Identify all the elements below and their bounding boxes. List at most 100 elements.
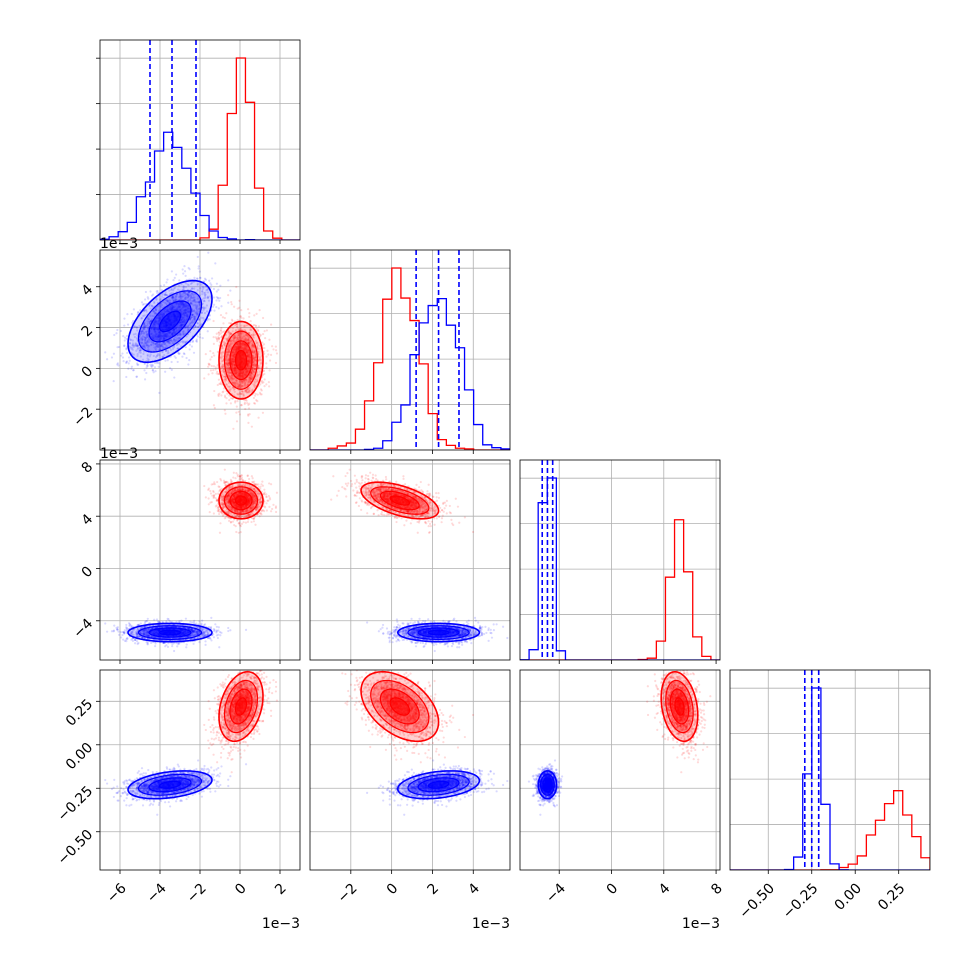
scatter-point: [169, 330, 172, 333]
scatter-point: [207, 251, 210, 254]
scatter-point: [214, 262, 217, 265]
scatter-point: [181, 303, 185, 306]
scatter-point: [210, 283, 213, 287]
scatter-point: [183, 332, 186, 335]
scatter-point: [212, 342, 215, 345]
scatter-point: [162, 335, 165, 338]
scatter-point: [163, 340, 167, 344]
scatter-point: [207, 365, 210, 368]
scatter-point: [181, 293, 184, 296]
scatter-point: [238, 299, 241, 302]
scatter-point: [196, 322, 200, 325]
scatter-point: [171, 340, 174, 343]
scatter-point: [156, 336, 159, 339]
scatter-point: [217, 297, 220, 300]
scatter-point: [144, 330, 148, 333]
scatter-point: [148, 304, 151, 308]
scatter-point: [154, 320, 157, 324]
scatter-point: [222, 322, 225, 325]
scatter-point: [177, 352, 180, 355]
scatter-point: [218, 333, 221, 337]
scatter-point: [166, 278, 169, 281]
scatter-point: [127, 362, 130, 365]
scatter-point: [173, 355, 176, 358]
scatter-point: [198, 620, 201, 623]
scatter-point: [189, 302, 193, 305]
scatter-point: [216, 370, 219, 373]
scatter-point: [198, 303, 202, 307]
scatter-point: [143, 369, 146, 372]
scatter-point: [225, 402, 228, 405]
scatter-point: [188, 359, 191, 362]
scatter-point: [190, 302, 194, 305]
scatter-point: [157, 334, 161, 337]
scatter-point: [131, 344, 134, 347]
scatter-point: [182, 272, 185, 275]
scatter-point: [176, 360, 179, 364]
scatter-point: [146, 364, 149, 368]
scatter-point: [167, 340, 170, 343]
scatter-point: [175, 337, 178, 340]
scatter-point: [204, 640, 207, 643]
scatter-point: [151, 369, 154, 372]
scatter-point: [195, 338, 198, 341]
scatter-point: [110, 356, 114, 359]
scatter-point: [163, 293, 166, 296]
scatter-point: [135, 326, 139, 329]
scatter-point: [229, 289, 232, 292]
scatter-point: [156, 289, 159, 293]
scatter-point: [134, 332, 137, 335]
scatter-point: [156, 322, 159, 325]
scatter-point: [151, 314, 154, 318]
scatter-point: [204, 295, 207, 298]
scatter-point: [178, 620, 181, 623]
scatter-point: [229, 397, 233, 400]
scatter-point: [167, 332, 171, 335]
scatter-point: [189, 298, 192, 301]
scatter-point: [160, 343, 163, 347]
scatter-point: [220, 305, 223, 308]
scatter-point: [192, 296, 195, 299]
scatter-point: [149, 290, 152, 293]
scatter-point: [183, 298, 186, 301]
scatter-point: [255, 327, 258, 330]
scatter-point: [153, 361, 157, 365]
scatter-point: [166, 332, 169, 335]
scatter-point: [171, 295, 174, 298]
scatter-point: [166, 340, 169, 343]
scatter-point: [271, 345, 274, 348]
scatter-point: [206, 288, 209, 291]
scatter-point: [186, 324, 190, 328]
scatter-point: [215, 634, 218, 637]
scatter-point: [147, 297, 150, 300]
scatter-point: [274, 349, 278, 352]
scatter-point: [143, 346, 147, 349]
scatter-point: [176, 301, 180, 305]
scatter-point: [213, 628, 216, 632]
scatter-point: [186, 314, 189, 317]
scatter-point: [217, 626, 220, 629]
scatter-point: [144, 338, 147, 341]
scatter-point: [174, 298, 177, 301]
scatter-point: [146, 336, 150, 339]
scatter-point: [268, 359, 272, 362]
scatter-point: [149, 343, 153, 346]
scatter-point: [196, 312, 200, 315]
scatter-point: [133, 335, 136, 339]
scatter-point: [212, 365, 216, 368]
scatter-point: [261, 316, 265, 320]
scatter-point: [195, 622, 198, 625]
scatter-point: [214, 623, 217, 626]
scatter-point: [146, 324, 149, 327]
scatter-point: [152, 326, 155, 329]
scatter-point: [215, 290, 218, 293]
scatter-point: [165, 293, 168, 297]
scatter-point: [153, 328, 156, 332]
scatter-point: [227, 279, 230, 282]
scatter-point: [169, 307, 172, 310]
scatter-point: [181, 301, 185, 304]
scatter-point: [154, 342, 157, 346]
scatter-point: [185, 646, 188, 649]
scatter-point: [166, 352, 169, 355]
scatter-point: [181, 268, 184, 271]
